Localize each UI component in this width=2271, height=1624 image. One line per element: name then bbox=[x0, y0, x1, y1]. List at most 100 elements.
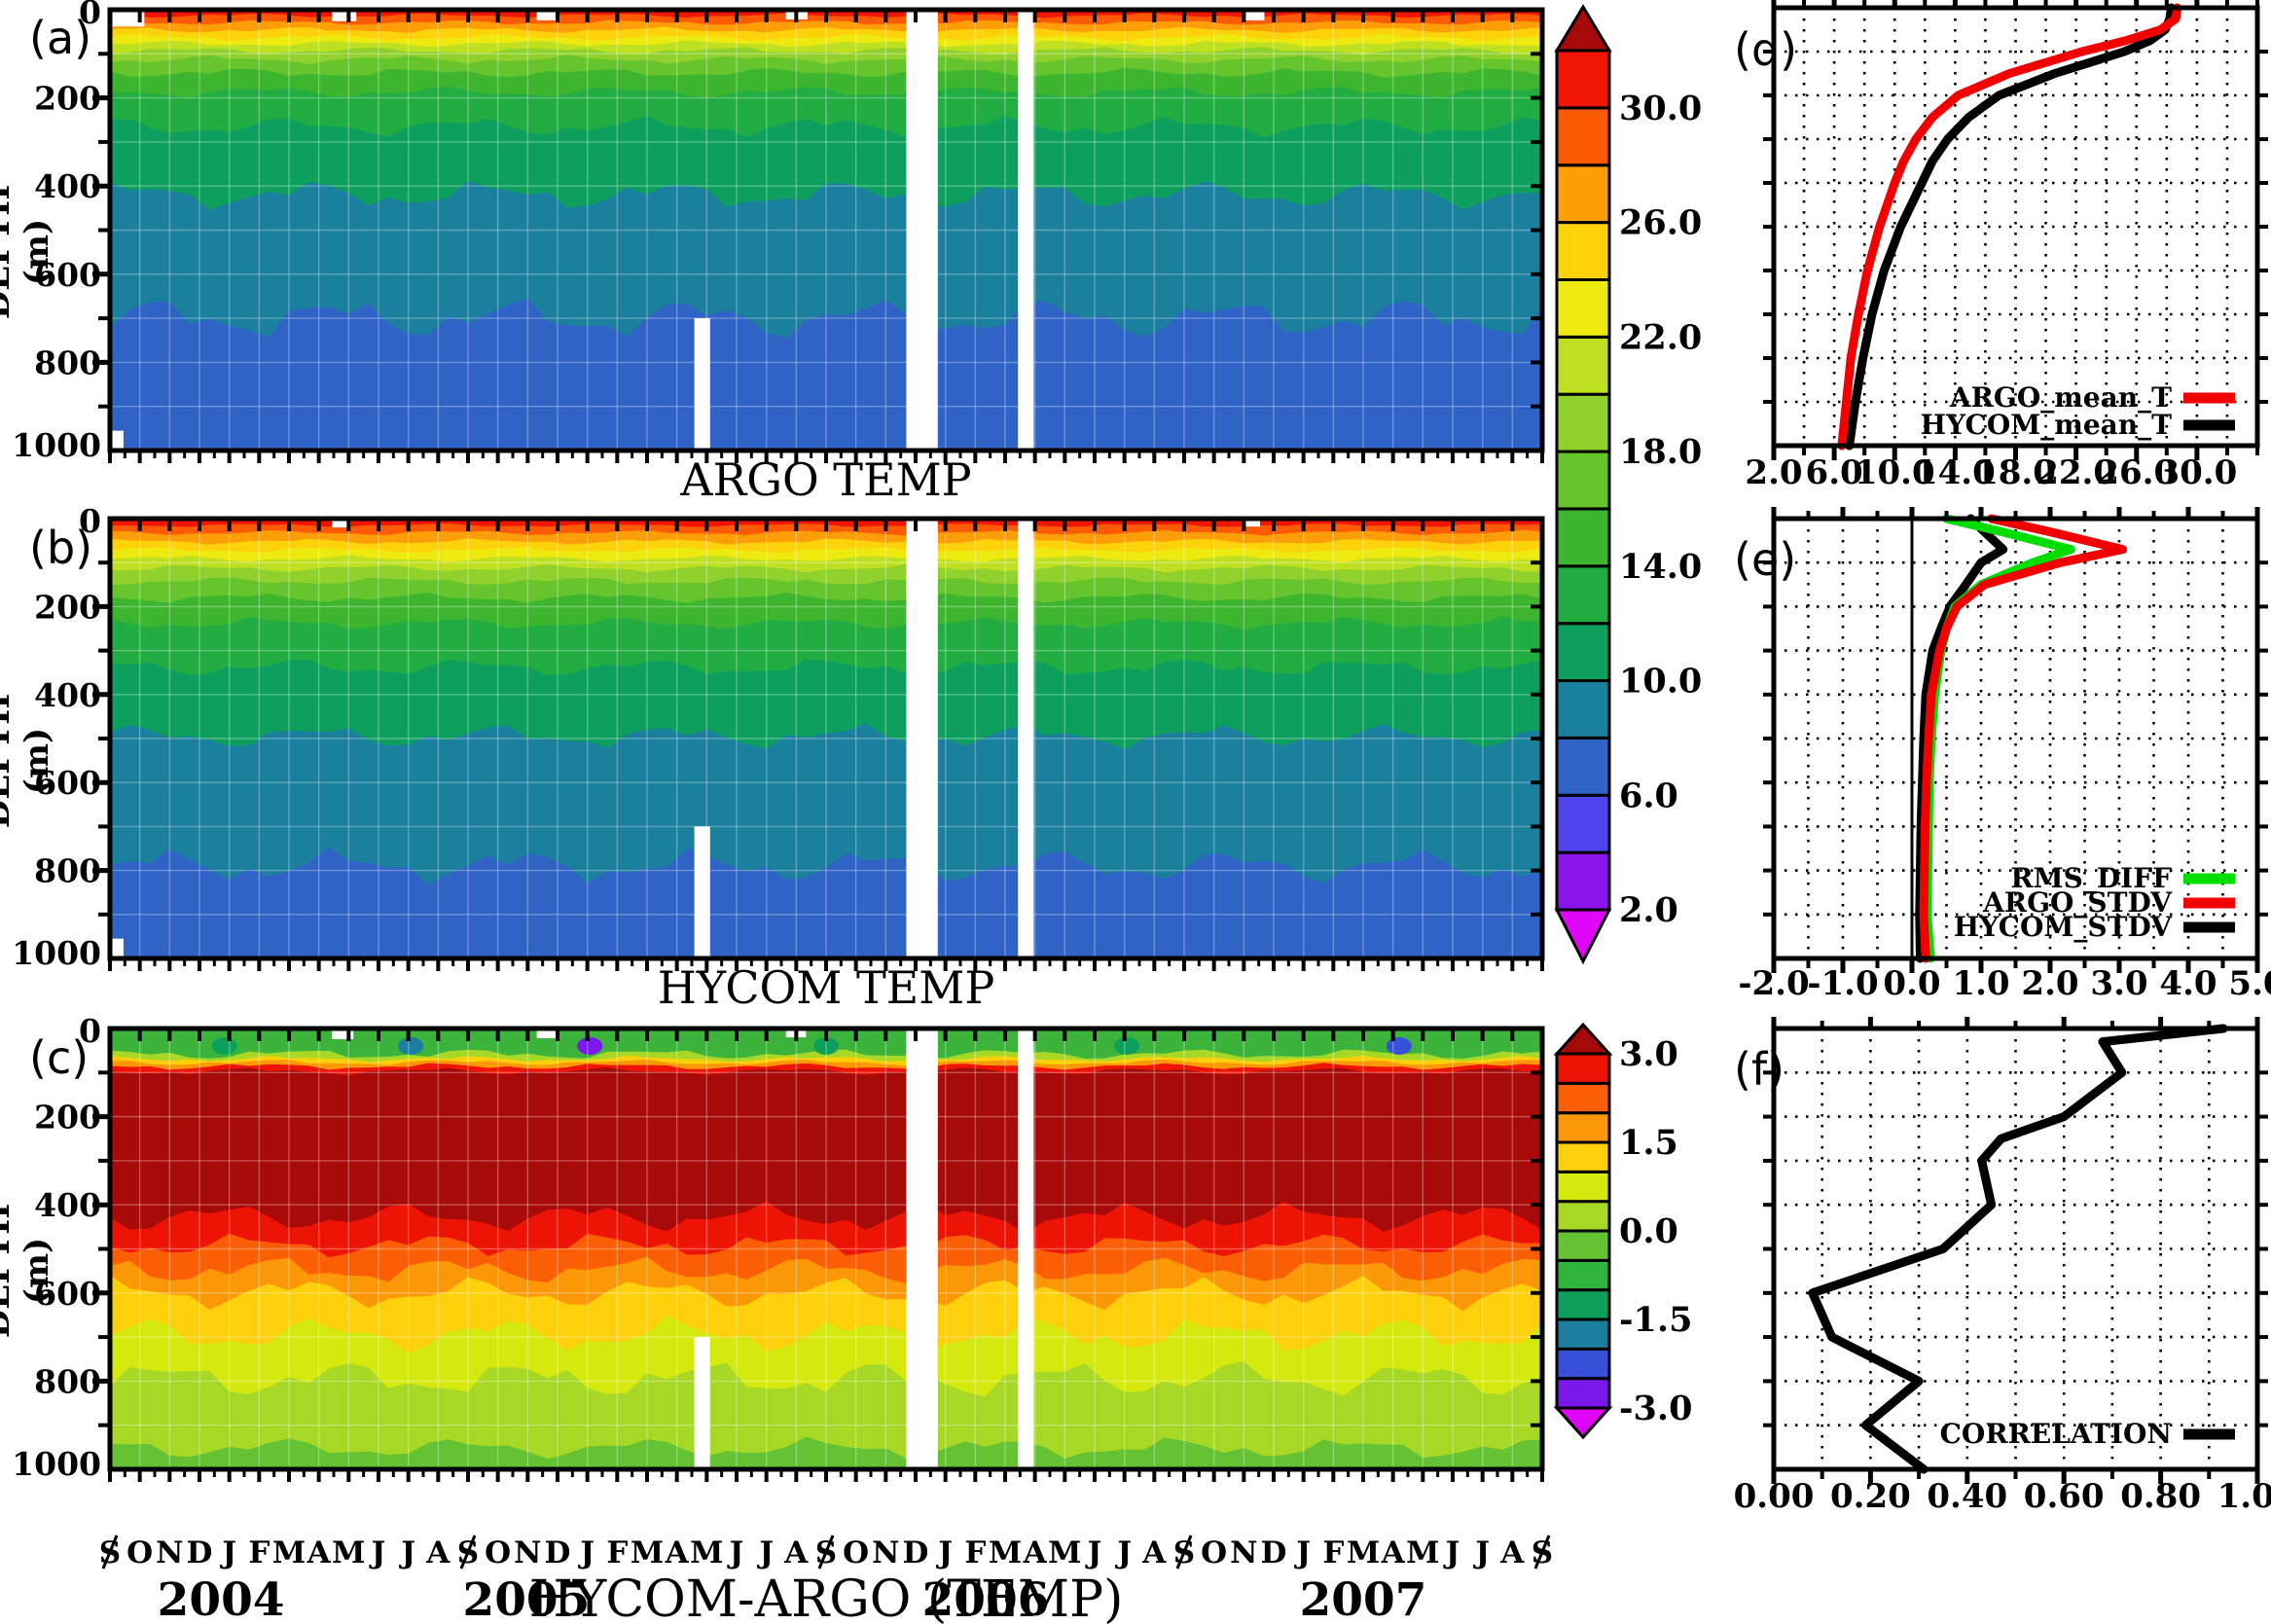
depth-axis-label-c: DEPTH (m) bbox=[0, 1203, 56, 1339]
missing-surface-notch bbox=[536, 1029, 558, 1038]
x-tick-label-e: 2.0 bbox=[2021, 964, 2078, 1003]
missing-data-gap bbox=[694, 1337, 710, 1469]
depth-tick-label: 0 bbox=[79, 1012, 101, 1050]
month-label: A bbox=[783, 1535, 809, 1570]
panel-b-border bbox=[107, 516, 1545, 961]
month-label: A bbox=[425, 1535, 451, 1570]
colorbar-over-arrow bbox=[1553, 1022, 1613, 1056]
month-label: O bbox=[126, 1535, 153, 1570]
x-tick-label-d: 18.0 bbox=[1975, 453, 2056, 492]
month-label: A bbox=[1023, 1535, 1048, 1570]
curve-ARGO_STDV bbox=[1919, 514, 2128, 963]
surface-anomaly-spot bbox=[1114, 1036, 1140, 1055]
panel-d-plot: 2.0 6.010.014.018.022.026.030.0 ARGO_mean_… bbox=[1745, 0, 2268, 492]
month-label: M bbox=[272, 1535, 306, 1570]
contour-band-3 bbox=[110, 1029, 1542, 1235]
x-tick-label-d: 14.0 bbox=[1915, 453, 1996, 492]
month-label: J bbox=[1472, 1535, 1490, 1570]
colorbar-cell bbox=[1555, 1229, 1611, 1262]
colorbar-label: -1.5 bbox=[1619, 1300, 1692, 1340]
month-label: F bbox=[248, 1535, 270, 1570]
colorbar-label: 14.0 bbox=[1619, 547, 1702, 587]
legend-label-RMS_DIFF: RMS_DIFF bbox=[2010, 862, 2172, 894]
panel-c-plot: 0 200 400 600 800 1000 bbox=[12, 1012, 1545, 1483]
missing-surface-notch bbox=[332, 519, 351, 528]
x-tick-label-f: 0.00 bbox=[1734, 1477, 1815, 1516]
month-label: N bbox=[514, 1535, 541, 1570]
month-label: A bbox=[306, 1535, 332, 1570]
x-tick-label-f: 0.60 bbox=[2024, 1477, 2105, 1516]
x-tick-label-e: 4.0 bbox=[2159, 964, 2217, 1003]
colorbar-label: 10.0 bbox=[1619, 662, 1702, 702]
month-label: D bbox=[187, 1535, 213, 1570]
x-tick-label-d: 22.0 bbox=[2036, 453, 2116, 492]
month-label: J bbox=[1114, 1535, 1132, 1570]
depth-tick-label: 600 bbox=[34, 764, 101, 802]
month-label: F bbox=[1322, 1535, 1344, 1570]
colorbar-label: 3.0 bbox=[1619, 1034, 1678, 1074]
missing-surface-notch bbox=[110, 10, 145, 27]
depth-tick-label: 1000 bbox=[12, 426, 101, 464]
missing-data-gap bbox=[694, 318, 710, 451]
month-label: M bbox=[1048, 1535, 1081, 1570]
colorbar-label: -3.0 bbox=[1619, 1389, 1692, 1428]
panel-e-border bbox=[1771, 516, 2260, 961]
month-label: D bbox=[1261, 1535, 1287, 1570]
panel-a-title: ARGO TEMP bbox=[680, 453, 972, 506]
month-label: M bbox=[1347, 1535, 1380, 1570]
colorbar-under-arrow bbox=[1554, 908, 1612, 965]
contour-band bbox=[110, 1436, 1542, 1469]
x-tick-label-d: 6.0 bbox=[1806, 453, 1863, 492]
september-slash bbox=[101, 1534, 119, 1570]
x-tick-label-f: 1.00 bbox=[2217, 1477, 2271, 1516]
colorbar-label: 0.0 bbox=[1619, 1211, 1678, 1251]
missing-data-gap bbox=[694, 826, 710, 958]
month-label: J bbox=[1443, 1535, 1460, 1570]
colorbar-cell bbox=[1555, 1288, 1611, 1321]
colorbar-cell bbox=[1555, 564, 1611, 626]
month-label: J bbox=[1085, 1535, 1102, 1570]
surface-anomaly-spot bbox=[813, 1036, 839, 1055]
panel-f-border bbox=[1771, 1026, 2260, 1472]
x-tick-label-d: 2.0 bbox=[1745, 453, 1802, 492]
colorbar-label: 2.0 bbox=[1619, 890, 1678, 930]
x-tick-label-f: 0.80 bbox=[2120, 1477, 2201, 1516]
panel-a-plot: 0 200 400 600 800 1000 bbox=[12, 0, 1545, 464]
x-tick-label-e: -2.0 bbox=[1738, 964, 1809, 1003]
panel-e-plot: -2.0-1.00.0 1.0 2.0 3.0 4.0 5.0 RMS_DIFFARGO_S… bbox=[1738, 507, 2271, 1003]
colorbar-cell bbox=[1555, 736, 1611, 797]
missing-data-gap bbox=[906, 519, 938, 958]
month-label: J bbox=[756, 1535, 774, 1570]
depth-tick-label: 800 bbox=[34, 852, 101, 890]
legend-label-HYCOM_STDV: HYCOM_STDV bbox=[1954, 911, 2173, 943]
month-label: M bbox=[631, 1535, 664, 1570]
colorbar-cell bbox=[1555, 1258, 1611, 1292]
surface-anomaly-spot bbox=[211, 1036, 237, 1055]
depth-tick-label: 400 bbox=[34, 1186, 101, 1224]
curve-HYCOM_mean_T bbox=[1845, 3, 2176, 451]
legend-label-ARGO_mean_T: ARGO_mean_T bbox=[1949, 381, 2172, 414]
depth-tick-label: 800 bbox=[34, 343, 101, 381]
panel-d-border bbox=[1771, 5, 2260, 449]
panel-b-tag: (b) bbox=[29, 522, 93, 574]
september-slash bbox=[1533, 1534, 1551, 1570]
depth-tick-label: 600 bbox=[34, 1275, 101, 1313]
year-label: 2005 bbox=[463, 1573, 591, 1624]
september-slash bbox=[817, 1534, 835, 1570]
colorbar-cell bbox=[1555, 1377, 1611, 1410]
month-label: J bbox=[219, 1535, 236, 1570]
month-label: O bbox=[1201, 1535, 1227, 1570]
surface-anomaly-spot bbox=[577, 1036, 603, 1055]
colorbar-label: 22.0 bbox=[1619, 317, 1702, 357]
missing-data-gap bbox=[1018, 1029, 1034, 1469]
missing-surface-notch bbox=[1245, 10, 1265, 20]
colorbar-cell bbox=[1555, 507, 1611, 568]
colorbar-cell bbox=[1555, 1052, 1611, 1085]
colorbar-cell bbox=[1555, 793, 1611, 854]
missing-data-gap bbox=[1018, 519, 1034, 958]
colorbar-cell bbox=[1555, 850, 1611, 912]
x-tick-label-f: 0.40 bbox=[1927, 1477, 2007, 1516]
depth-tick-label: 800 bbox=[34, 1362, 101, 1400]
colorbar-cell bbox=[1555, 335, 1611, 396]
